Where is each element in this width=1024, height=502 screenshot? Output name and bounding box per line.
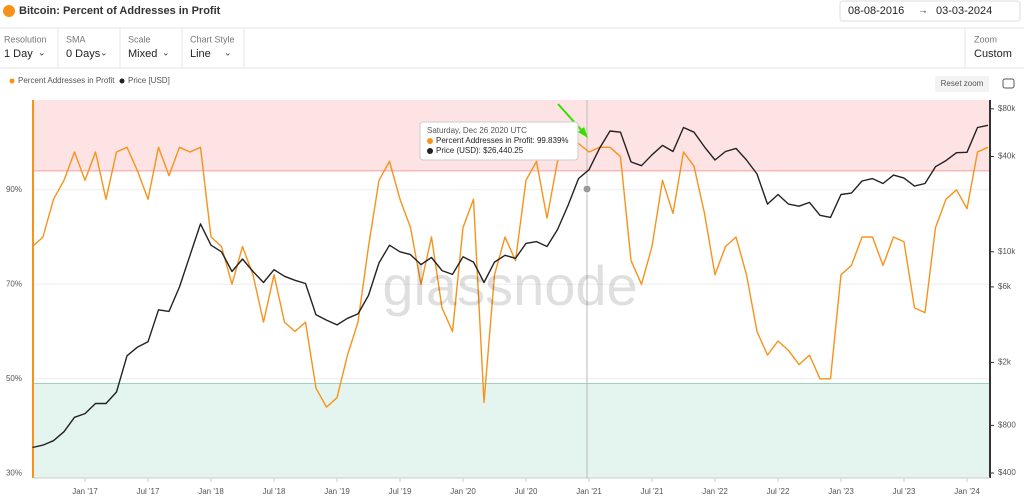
tooltip-dot [427,148,433,154]
control-label: SMA [66,34,86,44]
tooltip-dot [427,138,433,144]
page-title: Bitcoin: Percent of Addresses in Profit [19,5,221,17]
legend-dot [119,78,125,84]
control-value[interactable]: Mixed [128,48,157,60]
x-tick-label: Jan '24 [954,487,980,496]
legend-label[interactable]: Price [USD] [128,76,170,85]
y2-tick-label: $40k [998,152,1016,161]
y2-tick-label: $10k [998,247,1016,256]
logo [3,5,15,17]
reset-zoom-button[interactable] [935,76,989,92]
x-tick-label: Jan '17 [72,487,98,496]
y2-tick-label: $80k [998,104,1016,113]
x-tick-label: Jan '21 [576,487,602,496]
x-tick-label: Jul '22 [767,487,790,496]
zone [33,383,990,478]
tooltip-row: Price (USD): $26,440.25 [436,146,524,155]
tooltip-row: Percent Addresses in Profit: 99.839% [436,136,569,145]
dropdown-icon: ⌄ [38,47,46,57]
y-tick-label: 50% [6,374,22,383]
control-label: Scale [128,34,151,44]
x-tick-label: Jan '19 [324,487,350,496]
series-line [32,142,989,408]
control-value[interactable]: 1 Day [4,48,33,60]
reset-zoom-label[interactable]: Reset zoom [941,79,984,88]
date-to[interactable]: 03-03-2024 [936,5,992,17]
dropdown-icon: ⌄ [162,47,170,57]
x-tick-label: Jan '20 [450,487,476,496]
x-tick-label: Jul '19 [389,487,412,496]
watermark: glassnode [382,254,637,317]
x-tick-label: Jul '20 [515,487,538,496]
series-line [32,124,989,449]
x-tick-label: Jul '18 [263,487,286,496]
x-tick-label: Jul '23 [893,487,916,496]
arrow: → [918,6,928,17]
tooltip [419,121,579,161]
y2-tick-label: $2k [998,358,1012,367]
control-value[interactable]: Line [190,48,211,60]
y2-tick-label: $800 [998,420,1016,429]
y-tick-label: 90% [6,185,22,194]
annotation-arrow [557,103,586,135]
dropdown-icon: ⌄ [224,47,232,57]
x-tick-label: Jan '22 [702,487,728,496]
x-tick-label: Jan '18 [198,487,224,496]
camera-icon[interactable] [1002,78,1015,89]
x-tick-label: Jul '21 [641,487,664,496]
x-tick-label: Jul '17 [137,487,160,496]
control-label: Chart Style [190,34,235,44]
dropdown-icon: ⌄ [100,47,108,57]
y2-tick-label: $400 [998,468,1016,477]
date-from[interactable]: 08-08-2016 [848,5,904,17]
control-label: Zoom [974,34,997,44]
control-value[interactable]: 0 Days [66,48,101,60]
y-tick-label: 30% [6,468,22,477]
legend-label[interactable]: Percent Addresses in Profit [18,76,115,85]
y-tick-label: 70% [6,279,22,288]
tooltip-date: Saturday, Dec 26 2020 UTC [427,126,527,135]
x-tick-label: Jan '23 [828,487,854,496]
hover-marker [582,184,592,194]
annotation-arrowhead [578,127,588,138]
y2-tick-label: $6k [998,282,1012,291]
control-value[interactable]: Custom [974,48,1012,60]
date-range[interactable] [839,0,1021,22]
legend-dot [9,78,15,84]
control-label: Resolution [4,34,47,44]
